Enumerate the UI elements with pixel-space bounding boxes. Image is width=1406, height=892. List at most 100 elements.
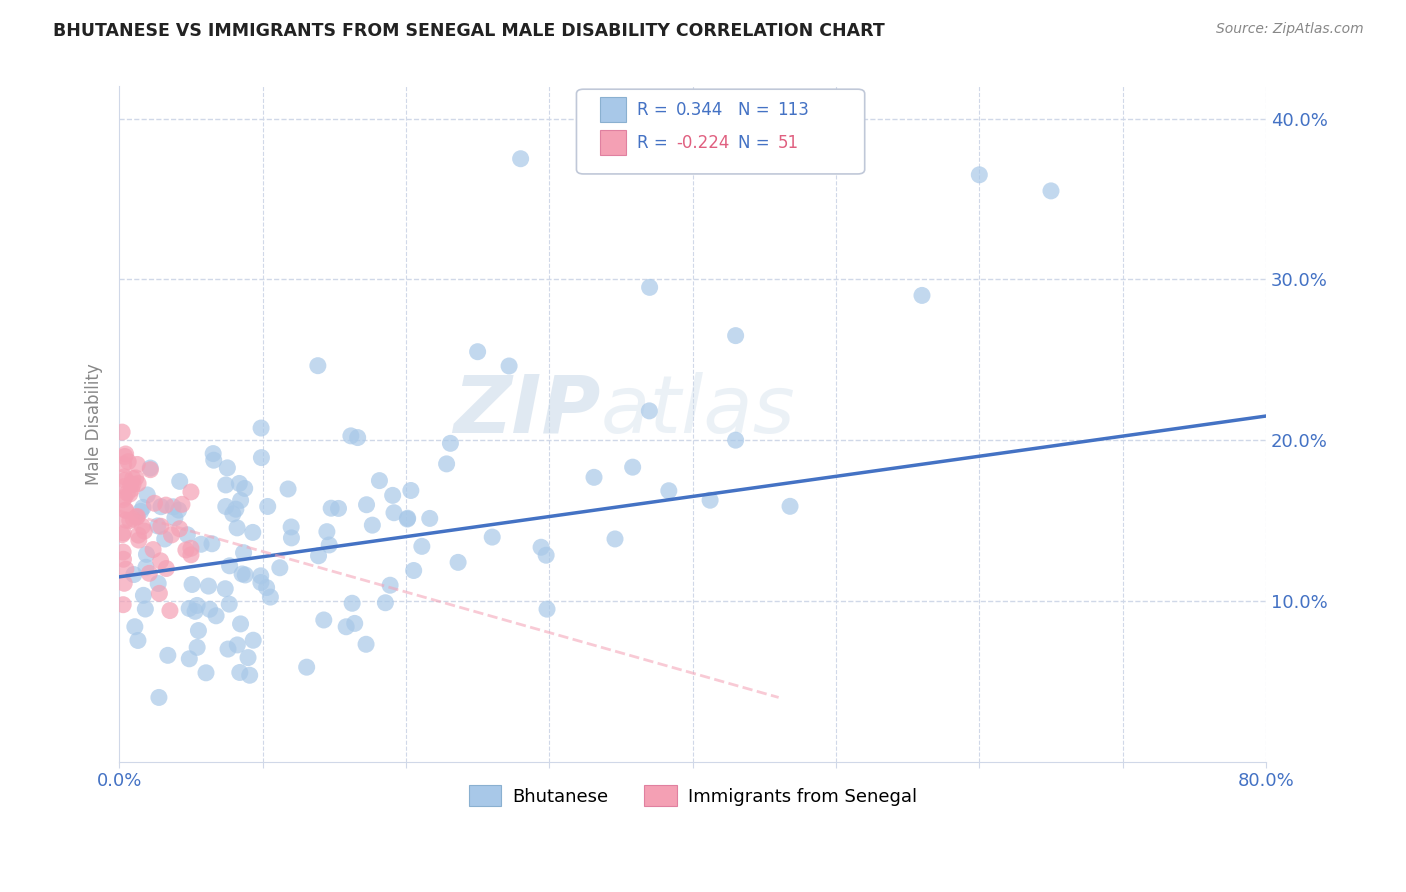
Point: [167, 503, 190, 517]
Point: [162, 500, 184, 514]
Point: [125, 471, 148, 485]
Point: [229, 493, 252, 508]
Point: [179, 601, 201, 615]
Point: [149, 519, 172, 533]
Point: [127, 458, 149, 472]
Point: [638, 404, 661, 418]
Point: [148, 690, 170, 705]
Point: [226, 521, 249, 535]
Point: [186, 599, 208, 613]
Text: 51: 51: [778, 134, 799, 152]
Point: [198, 602, 221, 616]
Point: [155, 498, 177, 512]
Point: [229, 616, 252, 631]
Point: [354, 637, 377, 651]
Point: [112, 480, 135, 494]
Text: ZIP: ZIP: [454, 372, 600, 450]
Point: [114, 447, 136, 461]
Point: [368, 474, 391, 488]
Point: [228, 476, 250, 491]
Point: [114, 490, 136, 504]
Point: [120, 477, 142, 491]
Point: [215, 500, 238, 514]
Point: [250, 421, 273, 435]
Point: [142, 542, 165, 557]
Point: [225, 502, 247, 516]
Point: [112, 598, 135, 612]
Point: [396, 512, 419, 526]
Point: [122, 567, 145, 582]
Point: [181, 577, 204, 591]
Point: [127, 509, 149, 524]
Point: [256, 500, 278, 514]
Point: [195, 665, 218, 680]
Text: N =: N =: [738, 101, 769, 119]
Point: [249, 569, 271, 583]
Point: [308, 549, 330, 563]
Point: [699, 493, 721, 508]
Point: [121, 471, 143, 485]
Point: [226, 638, 249, 652]
Point: [621, 460, 644, 475]
Text: atlas: atlas: [600, 372, 796, 450]
Point: [139, 463, 162, 477]
Point: [149, 554, 172, 568]
Text: 0.344: 0.344: [676, 101, 724, 119]
Point: [582, 470, 605, 484]
Point: [658, 483, 681, 498]
Legend: Bhutanese, Immigrants from Senegal: Bhutanese, Immigrants from Senegal: [461, 778, 924, 814]
Point: [318, 538, 340, 552]
Point: [218, 558, 240, 573]
Point: [381, 488, 404, 502]
Point: [112, 545, 135, 559]
Point: [396, 511, 419, 525]
Point: [156, 648, 179, 663]
Point: [439, 436, 461, 450]
Point: [724, 433, 747, 447]
Point: [139, 461, 162, 475]
Point: [134, 524, 156, 538]
Point: [215, 478, 238, 492]
Point: [343, 616, 366, 631]
Point: [197, 579, 219, 593]
Text: R =: R =: [637, 101, 668, 119]
Point: [233, 482, 256, 496]
Point: [202, 447, 225, 461]
Point: [134, 602, 156, 616]
Point: [112, 552, 135, 566]
Point: [346, 431, 368, 445]
Point: [250, 450, 273, 465]
Point: [122, 477, 145, 491]
Point: [307, 359, 329, 373]
Point: [121, 482, 143, 496]
Point: [118, 514, 141, 528]
Point: [143, 496, 166, 510]
Point: [231, 566, 253, 581]
Point: [180, 541, 202, 556]
Point: [321, 501, 343, 516]
Point: [127, 528, 149, 542]
Y-axis label: Male Disability: Male Disability: [86, 363, 103, 485]
Point: [214, 582, 236, 596]
Point: [148, 576, 170, 591]
Point: [111, 527, 134, 541]
Point: [277, 482, 299, 496]
Point: [136, 488, 159, 502]
Point: [115, 503, 138, 517]
Point: [467, 344, 489, 359]
Point: [218, 597, 240, 611]
Point: [638, 280, 661, 294]
Point: [114, 503, 136, 517]
Text: Source: ZipAtlas.com: Source: ZipAtlas.com: [1216, 22, 1364, 37]
Point: [129, 504, 152, 518]
Point: [256, 581, 278, 595]
Point: [335, 620, 357, 634]
Point: [356, 498, 378, 512]
Point: [534, 548, 557, 562]
Point: [112, 457, 135, 471]
Point: [112, 576, 135, 591]
Point: [114, 474, 136, 488]
Point: [436, 457, 458, 471]
Point: [118, 487, 141, 501]
Text: R =: R =: [637, 134, 668, 152]
